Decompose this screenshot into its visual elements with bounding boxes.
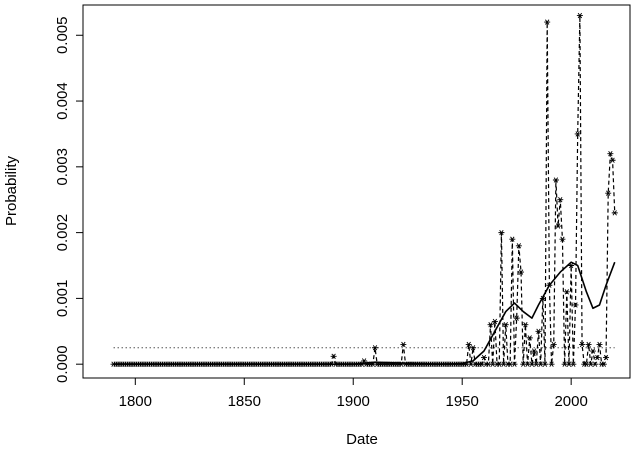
point	[559, 236, 566, 242]
y-tick-label: 0.004	[54, 82, 71, 120]
point	[600, 361, 607, 367]
x-tick-label: 1800	[119, 393, 152, 410]
point	[552, 177, 559, 183]
point	[594, 354, 601, 361]
point	[480, 354, 487, 361]
x-tick-label: 1850	[228, 393, 261, 410]
point	[555, 223, 562, 229]
x-tick-label: 1950	[446, 393, 479, 410]
point	[576, 12, 583, 19]
point	[603, 354, 610, 361]
point	[509, 236, 516, 242]
point	[548, 361, 555, 367]
series-line	[113, 15, 616, 365]
point	[605, 190, 612, 196]
point	[502, 322, 509, 328]
smooth-line	[113, 261, 616, 365]
point	[544, 19, 551, 25]
point	[518, 269, 525, 275]
point	[526, 335, 533, 341]
point	[563, 289, 570, 295]
point	[611, 210, 618, 216]
point	[596, 341, 603, 348]
point	[522, 322, 529, 328]
point	[579, 341, 586, 348]
y-tick-label: 0.005	[54, 16, 71, 54]
point	[372, 345, 379, 351]
point	[550, 341, 557, 348]
y-tick-label: 0.001	[54, 280, 71, 318]
point	[589, 348, 596, 354]
point	[607, 151, 614, 157]
x-tick-label: 1900	[337, 393, 370, 410]
point	[511, 361, 518, 367]
point	[531, 348, 538, 354]
point	[515, 243, 522, 249]
point	[330, 353, 337, 359]
point	[487, 322, 494, 328]
point	[609, 157, 616, 163]
y-tick-label: 0.000	[54, 345, 71, 383]
x-axis-label: Date	[346, 431, 378, 448]
y-tick-label: 0.002	[54, 214, 71, 252]
point	[513, 315, 520, 321]
point	[498, 229, 505, 236]
y-axis-label: Probability	[3, 155, 20, 226]
point	[491, 318, 498, 325]
point	[535, 328, 542, 334]
x-tick-label: 2000	[554, 393, 587, 410]
point	[570, 361, 577, 367]
point	[592, 361, 599, 367]
y-tick-label: 0.003	[54, 148, 71, 186]
point	[572, 302, 579, 308]
point	[542, 361, 549, 367]
plot-box	[82, 4, 631, 379]
point	[557, 197, 564, 203]
point	[574, 131, 581, 137]
point	[585, 341, 592, 348]
point	[465, 341, 472, 348]
point	[400, 341, 407, 348]
point	[470, 345, 477, 351]
